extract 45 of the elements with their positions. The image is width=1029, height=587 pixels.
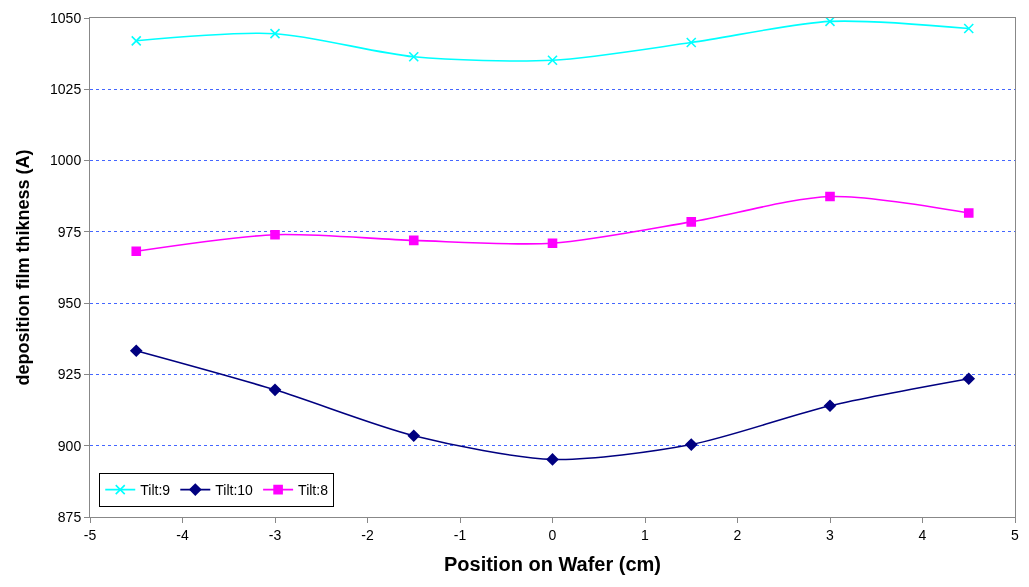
- point: [825, 191, 835, 202]
- y-axis-title: deposition film thikness (A): [13, 149, 34, 386]
- point: [547, 54, 558, 66]
- y-tick-label: 925: [57, 366, 82, 383]
- x-tick-label: 5: [1011, 526, 1020, 543]
- y-tick-label: 875: [57, 508, 82, 525]
- point: [130, 344, 143, 357]
- x-tick-label: 4: [918, 526, 927, 543]
- point: [547, 238, 558, 249]
- y-tick-label: 950: [57, 295, 82, 312]
- y-tick-label: 1025: [50, 81, 82, 98]
- point: [408, 51, 420, 63]
- x-tick-label: 0: [548, 526, 557, 543]
- x-tick-label: -3: [268, 526, 282, 543]
- x-tick-label: 3: [826, 526, 835, 543]
- point: [824, 18, 836, 27]
- point: [407, 429, 420, 442]
- y-tick-label: 1050: [50, 9, 82, 26]
- legend-label: Tilt:8: [298, 482, 329, 499]
- x-tick-label: -4: [176, 526, 189, 543]
- point: [130, 35, 142, 47]
- point: [269, 383, 281, 396]
- point: [546, 453, 559, 466]
- y-tick-label: 975: [57, 223, 82, 240]
- point: [962, 372, 975, 385]
- point: [408, 235, 419, 246]
- point: [685, 37, 697, 48]
- point: [685, 438, 698, 451]
- y-tick-label: 1000: [50, 152, 82, 169]
- point: [686, 217, 697, 227]
- point: [963, 23, 975, 34]
- x-tick-label: -2: [361, 526, 374, 543]
- x-tick-label: -1: [453, 526, 467, 543]
- legend-label: Tilt:9: [140, 482, 171, 499]
- point: [824, 399, 836, 412]
- point: [131, 246, 142, 257]
- point: [270, 229, 280, 240]
- x-tick-label: 2: [733, 526, 742, 543]
- y-tick-label: 900: [57, 437, 82, 454]
- legend-label: Tilt:10: [215, 482, 254, 499]
- x-axis-title: Position on Wafer (cm): [443, 553, 662, 576]
- x-tick-label: -5: [83, 526, 97, 543]
- x-tick-label: 1: [641, 526, 650, 543]
- point: [269, 28, 281, 39]
- point: [963, 208, 974, 218]
